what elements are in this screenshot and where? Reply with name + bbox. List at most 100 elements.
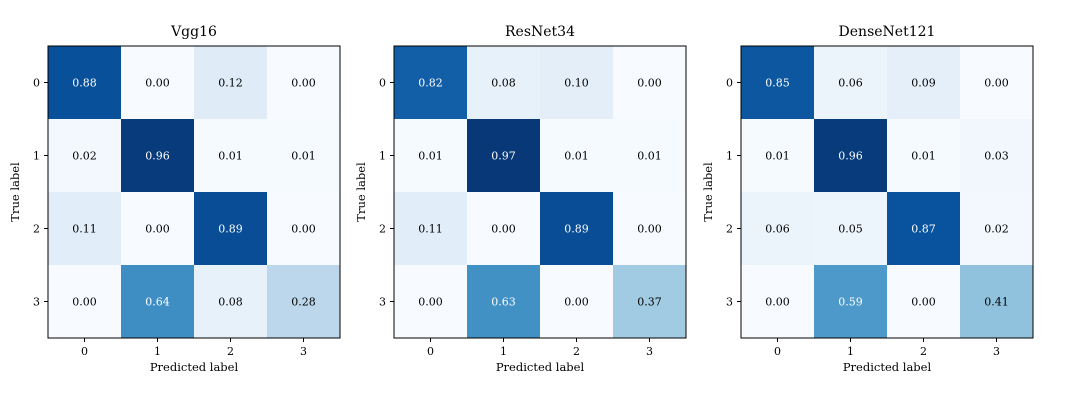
heatmap-cell: [887, 46, 961, 120]
heatmap-cell: [267, 119, 341, 193]
heatmap-cell: [467, 265, 541, 339]
x-tick-label: 3: [646, 345, 653, 358]
cell-value-label: 0.00: [491, 223, 516, 236]
chart-title: ResNet34: [505, 24, 575, 40]
heatmap-cell: [467, 46, 541, 120]
heatmap-cell: [613, 46, 687, 120]
y-tick-label: 3: [33, 296, 40, 309]
heatmap-cell: [814, 265, 888, 339]
heatmap-cell: [540, 265, 614, 339]
cell-value-label: 0.28: [291, 296, 316, 309]
cell-value-label: 0.59: [838, 296, 863, 309]
chart-title: Vgg16: [170, 24, 217, 40]
cell-value-label: 0.96: [145, 150, 170, 163]
cell-value-label: 0.01: [418, 150, 443, 163]
cell-value-label: 0.06: [838, 77, 863, 90]
heatmap-cell: [960, 119, 1034, 193]
cell-value-label: 0.82: [418, 77, 443, 90]
y-tick-label: 3: [726, 296, 733, 309]
x-tick-label: 1: [500, 345, 507, 358]
heatmap-cell: [267, 46, 341, 120]
cell-value-label: 0.00: [637, 223, 662, 236]
y-tick-label: 0: [33, 77, 40, 90]
cell-value-label: 0.00: [145, 223, 170, 236]
heatmap-cell: [613, 119, 687, 193]
heatmap-cell: [394, 192, 468, 266]
cell-value-label: 0.63: [491, 296, 516, 309]
heatmap-cell: [887, 265, 961, 339]
heatmap-panel-2: 0.85 0.06 0.09 0.00 0.01 0.96 0.01 0.03 0.06 0.05…: [701, 24, 1034, 374]
cell-value-label: 0.00: [418, 296, 443, 309]
x-tick-label: 0: [774, 345, 781, 358]
heatmap-cell: [613, 265, 687, 339]
heatmap-cell: [540, 46, 614, 120]
cell-value-label: 0.97: [491, 150, 516, 163]
heatmap-cell: [741, 119, 815, 193]
cell-value-label: 0.00: [291, 223, 316, 236]
cell-value-label: 0.85: [765, 77, 790, 90]
x-tick-label: 2: [227, 345, 234, 358]
heatmap-cell: [394, 46, 468, 120]
cell-value-label: 0.00: [637, 77, 662, 90]
heatmap-cell: [814, 192, 888, 266]
cell-value-label: 0.00: [291, 77, 316, 90]
cell-value-label: 0.02: [72, 150, 97, 163]
y-tick-label: 2: [726, 223, 733, 236]
y-tick-label: 2: [379, 223, 386, 236]
heatmap-cell: [394, 265, 468, 339]
heatmap-cell: [267, 265, 341, 339]
x-tick-label: 3: [300, 345, 307, 358]
cell-value-label: 0.96: [838, 150, 863, 163]
heatmap-cell: [394, 119, 468, 193]
heatmap-cell: [467, 192, 541, 266]
heatmap-cell: [960, 46, 1034, 120]
cell-value-label: 0.01: [637, 150, 662, 163]
x-tick-label: 2: [920, 345, 927, 358]
cell-value-label: 0.87: [911, 223, 936, 236]
x-axis-label: Predicted label: [843, 360, 932, 374]
plot-frame: [393, 45, 687, 339]
heatmap-cell: [121, 119, 195, 193]
x-tick-label: 1: [847, 345, 854, 358]
chart-title: DenseNet121: [839, 24, 936, 40]
cell-value-label: 0.08: [491, 77, 516, 90]
x-tick-label: 1: [154, 345, 161, 358]
cell-value-label: 0.01: [911, 150, 936, 163]
heatmap-cell: [613, 192, 687, 266]
cell-value-label: 0.89: [564, 223, 589, 236]
cell-value-label: 0.00: [145, 77, 170, 90]
heatmap-cell: [194, 46, 268, 120]
y-tick-label: 2: [33, 223, 40, 236]
x-axis-label: Predicted label: [496, 360, 585, 374]
x-tick-label: 0: [427, 345, 434, 358]
plot-frame: [740, 45, 1034, 339]
heatmap-cell: [194, 265, 268, 339]
heatmap-cell: [48, 192, 122, 266]
heatmap-cell: [741, 192, 815, 266]
cell-value-label: 0.01: [564, 150, 589, 163]
heatmap-cell: [121, 192, 195, 266]
heatmap-cell: [121, 265, 195, 339]
cell-value-label: 0.11: [418, 223, 443, 236]
heatmap-panel-1: 0.82 0.08 0.10 0.00 0.01 0.97 0.01 0.01 0.11 0.00…: [354, 24, 687, 374]
cell-value-label: 0.05: [838, 223, 863, 236]
y-tick-label: 1: [726, 150, 733, 163]
heatmap-cell: [194, 192, 268, 266]
cell-value-label: 0.01: [291, 150, 316, 163]
cell-value-label: 0.12: [218, 77, 243, 90]
heatmap-cell: [814, 119, 888, 193]
heatmap-panel-0: 0.88 0.00 0.12 0.00 0.02 0.96 0.01 0.01 0.11 0.00…: [8, 24, 341, 374]
x-tick-label: 3: [993, 345, 1000, 358]
heatmap-cell: [121, 46, 195, 120]
y-tick-label: 0: [379, 77, 386, 90]
cell-value-label: 0.08: [218, 296, 243, 309]
cell-value-label: 0.89: [218, 223, 243, 236]
x-tick-label: 0: [81, 345, 88, 358]
cell-value-label: 0.01: [765, 150, 790, 163]
cell-value-label: 0.00: [765, 296, 790, 309]
heatmap-cell: [960, 192, 1034, 266]
heatmap-cell: [741, 46, 815, 120]
x-axis-label: Predicted label: [150, 360, 239, 374]
y-tick-label: 1: [379, 150, 386, 163]
